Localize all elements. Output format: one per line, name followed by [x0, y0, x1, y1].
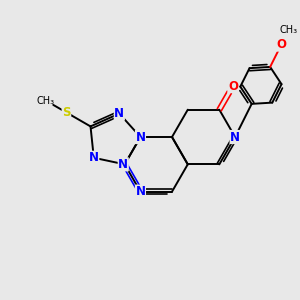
Text: O: O: [228, 80, 238, 93]
Text: N: N: [230, 130, 240, 143]
Text: CH₃: CH₃: [37, 96, 55, 106]
Text: N: N: [135, 185, 146, 198]
Text: N: N: [118, 158, 128, 171]
Text: N: N: [135, 130, 146, 143]
Text: S: S: [62, 106, 71, 119]
Text: O: O: [276, 38, 286, 51]
Text: N: N: [89, 151, 99, 164]
Text: N: N: [114, 107, 124, 120]
Text: CH₃: CH₃: [280, 25, 298, 35]
